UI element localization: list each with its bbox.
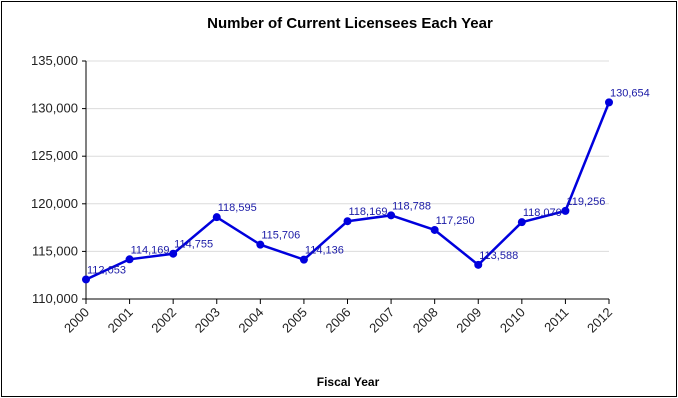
y-tick-label: 110,000 — [32, 291, 78, 306]
x-tick-label: 2003 — [192, 305, 223, 336]
data-point — [517, 218, 526, 227]
x-tick-label: 2009 — [453, 305, 484, 336]
data-point — [299, 255, 308, 264]
x-axis-ticks: 2000 2001 2002 2003 2004 2005 2006 2007 2008 2009… — [61, 299, 615, 336]
data-label: 118,070 — [523, 207, 562, 219]
x-tick-label: 2000 — [61, 305, 92, 336]
data-labels: 112,053 114,169 114,755 118,595 115,706 114,1… — [87, 87, 650, 276]
x-tick-label: 2006 — [323, 305, 354, 336]
data-label: 118,595 — [218, 202, 257, 214]
x-tick-label: 2008 — [410, 305, 441, 336]
x-axis-label: Fiscal Year — [317, 375, 380, 389]
x-tick-label: 2007 — [366, 305, 397, 336]
data-point — [169, 249, 178, 258]
data-point — [605, 98, 613, 107]
data-point — [125, 255, 134, 264]
data-point — [474, 260, 483, 269]
x-tick-label: 2005 — [279, 305, 310, 336]
data-label: 117,250 — [436, 215, 475, 227]
chart-title: Number of Current Licensees Each Year — [207, 15, 493, 32]
data-label: 118,169 — [349, 206, 388, 218]
y-tick-label: 125,000 — [31, 148, 78, 163]
y-tick-label: 135,000 — [31, 53, 78, 68]
y-tick-label: 130,000 — [31, 101, 78, 116]
data-point — [343, 217, 352, 226]
data-label: 119,256 — [566, 196, 605, 208]
data-point — [430, 225, 439, 234]
x-tick-label: 2002 — [148, 305, 179, 336]
data-label: 114,755 — [174, 239, 213, 251]
data-point — [256, 240, 265, 249]
data-label: 112,053 — [87, 264, 126, 276]
y-tick-label: 115,000 — [32, 243, 78, 258]
x-tick-label: 2010 — [497, 305, 528, 336]
axes — [85, 61, 609, 300]
data-label: 118,788 — [392, 200, 431, 212]
data-label: 114,136 — [305, 245, 344, 257]
x-tick-label: 2012 — [584, 305, 615, 336]
data-point — [212, 213, 221, 222]
y-axis-ticks: 110,000 115,000 120,000 125,000 130,000 135,0… — [31, 53, 86, 306]
data-label: 130,654 — [610, 87, 650, 99]
x-tick-label: 2011 — [541, 305, 571, 335]
data-point — [561, 206, 570, 215]
data-label: 114,169 — [131, 244, 170, 256]
data-point — [82, 275, 90, 284]
data-label: 115,706 — [261, 230, 300, 242]
x-tick-label: 2004 — [235, 305, 266, 336]
series-line — [82, 98, 613, 284]
y-tick-label: 120,000 — [31, 196, 78, 211]
data-point — [387, 211, 396, 220]
data-label: 113,588 — [479, 250, 518, 262]
x-tick-label: 2001 — [105, 305, 136, 336]
